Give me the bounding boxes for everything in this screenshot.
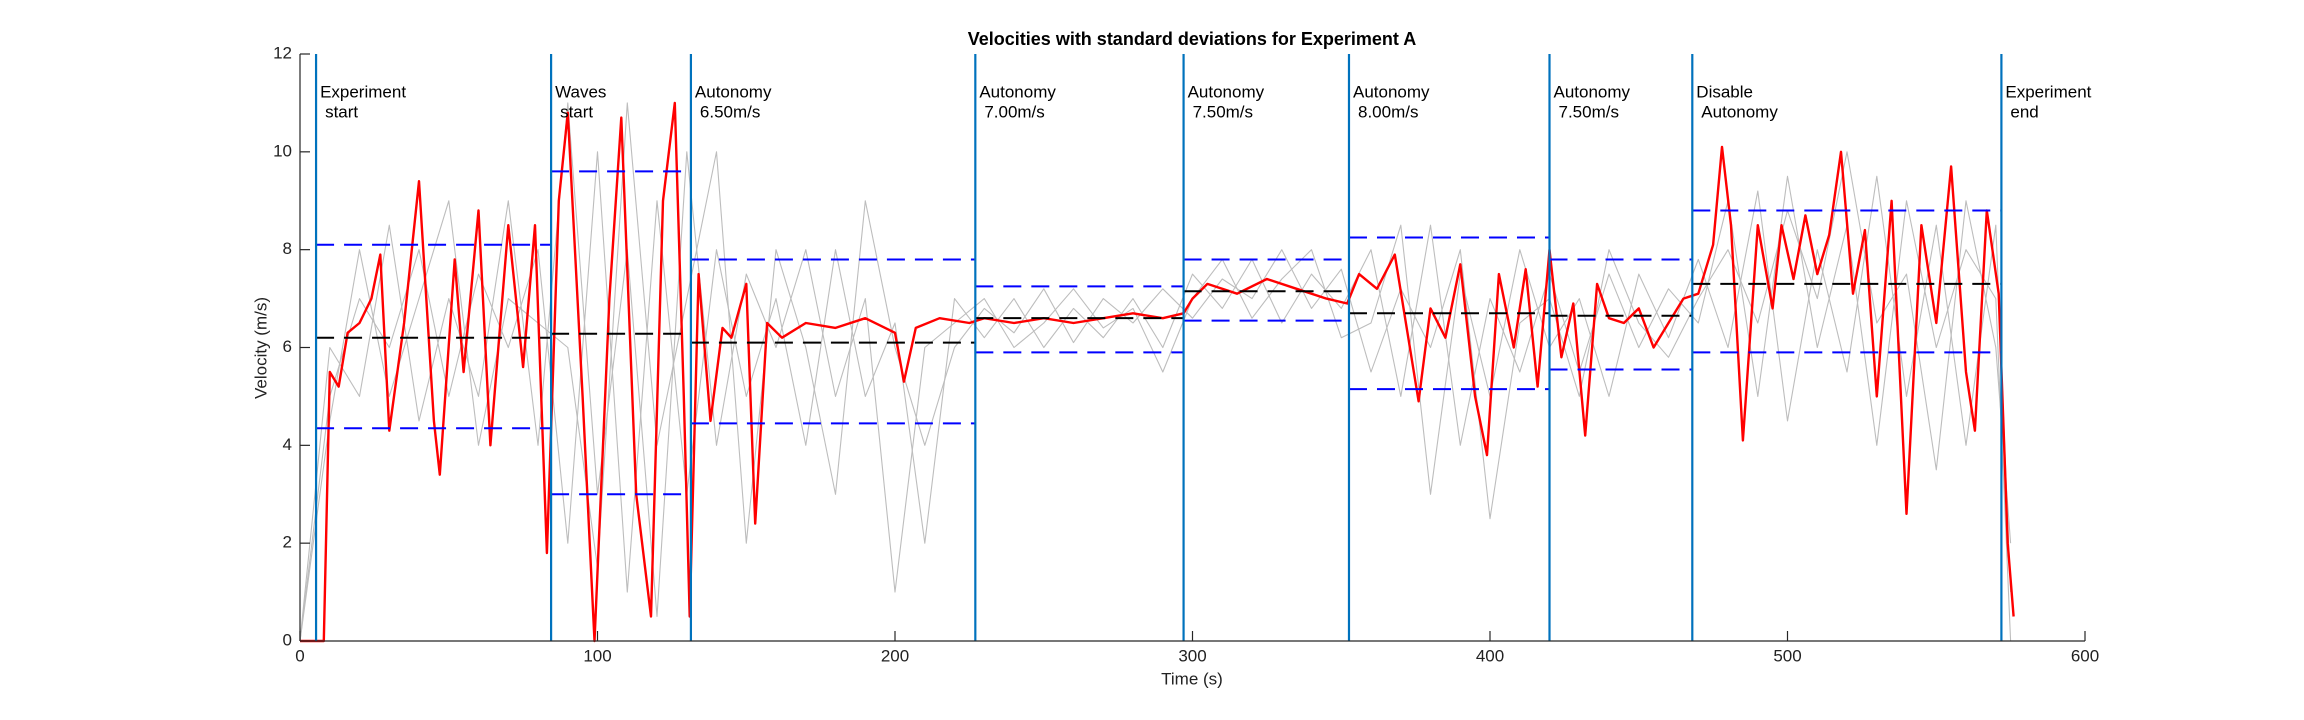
x-axis-label: Time (s) (1161, 669, 1223, 688)
trace-line (299, 102, 2012, 642)
y-tick-label: 8 (283, 239, 292, 258)
x-tick-label: 600 (2071, 646, 2099, 665)
x-tick-label: 200 (881, 646, 909, 665)
y-tick-label: 12 (273, 43, 292, 62)
event-label: Autonomy (979, 82, 1056, 101)
x-tick-label: 0 (295, 646, 304, 665)
event-label: 7.50m/s (1559, 102, 1619, 121)
y-tick-label: 10 (273, 141, 292, 160)
event-label: 8.00m/s (1358, 102, 1418, 121)
event-label: end (2010, 102, 2038, 121)
event-label: 6.50m/s (700, 102, 760, 121)
event-label: start (325, 102, 358, 121)
trace-line (299, 151, 2012, 642)
event-label: Autonomy (1554, 82, 1631, 101)
x-tick-label: 500 (1773, 646, 1801, 665)
event-label: Autonomy (1353, 82, 1430, 101)
y-tick-label: 0 (283, 630, 292, 649)
event-label: Autonomy (695, 82, 772, 101)
mean-line (300, 101, 2015, 643)
event-label: Disable (1696, 82, 1753, 101)
chart-title: Velocities with standard deviations for … (968, 29, 1416, 49)
event-label: Waves (555, 82, 606, 101)
y-axis-label: Velocity (m/s) (251, 297, 270, 399)
event-label: Experiment (320, 82, 406, 101)
x-tick-label: 400 (1476, 646, 1504, 665)
x-tick-label: 300 (1178, 646, 1206, 665)
event-label: Experiment (2005, 82, 2091, 101)
event-label: Autonomy (1188, 82, 1265, 101)
y-tick-label: 4 (283, 435, 292, 454)
event-label: Autonomy (1701, 102, 1778, 121)
event-label: 7.50m/s (1193, 102, 1253, 121)
y-tick-label: 2 (283, 533, 292, 552)
x-tick-label: 100 (583, 646, 611, 665)
event-label: 7.00m/s (984, 102, 1044, 121)
event-label: start (560, 102, 593, 121)
y-tick-label: 6 (283, 337, 292, 356)
